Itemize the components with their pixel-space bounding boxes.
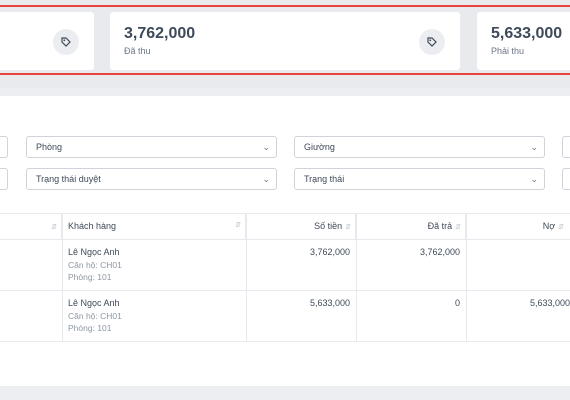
row-divider <box>0 341 570 342</box>
paid-header-label: Đã trả <box>427 221 453 231</box>
chevron-down-icon: ⌄ <box>262 142 270 152</box>
column-divider <box>356 213 357 342</box>
debt-header-label: Nợ <box>542 221 556 231</box>
status-filter-label: Trạng thái <box>304 174 345 184</box>
stat-card-receivable: 5,633,000 Phải thu <box>477 12 570 70</box>
room-text: Phòng: 101 <box>68 323 112 333</box>
column-header-first[interactable]: ⇵ <box>0 213 62 239</box>
filter-select-left-2[interactable] <box>0 168 8 190</box>
paid-value: 3,762,000 <box>419 247 460 257</box>
invoice-table: ⇵ Khách hàng ⇵ Số tiền ⇵ Đã trả ⇵ Nợ ⇵ Lê N… <box>0 213 570 342</box>
receivable-total-value: 5,633,000 <box>491 25 563 42</box>
chevron-down-icon: ⌄ <box>262 174 270 184</box>
chevron-down-icon: ⌄ <box>530 142 538 152</box>
amount-value: 5,633,000 <box>309 298 350 308</box>
bed-filter[interactable]: Giường ⌄ <box>294 136 545 158</box>
stat-card <box>0 12 94 70</box>
column-header-amount[interactable]: Số tiền ⇵ <box>246 213 356 239</box>
table-border <box>0 213 570 214</box>
column-divider <box>246 213 247 342</box>
bed-filter-label: Giường <box>304 142 335 152</box>
column-divider <box>62 213 63 342</box>
room-filter-label: Phòng <box>36 142 63 152</box>
approval-status-filter[interactable]: Trạng thái duyệt ⌄ <box>26 168 277 190</box>
column-header-paid[interactable]: Đã trả ⇵ <box>356 213 466 239</box>
filter-select-right-2[interactable] <box>562 168 570 190</box>
amount-value: 3,762,000 <box>309 247 350 257</box>
sort-icon: ⇵ <box>51 224 57 231</box>
customer-header-label: Khách hàng <box>68 221 117 231</box>
status-filter[interactable]: Trạng thái ⌄ <box>294 168 545 190</box>
sort-icon: ⇵ <box>345 224 351 231</box>
apartment-text: Căn hộ: CH01 <box>68 311 122 321</box>
paid-value: 0 <box>454 298 460 308</box>
receivable-total-label: Phải thu <box>491 46 525 56</box>
list-panel: ⌄ Phòng ⌄ Giường ⌄ Trạng thái duyệt ⌄ Tr… <box>0 96 570 386</box>
tag-icon[interactable] <box>419 29 445 55</box>
paid-total-value: 3,762,000 <box>124 25 196 42</box>
stat-card-paid: 3,762,000 Đã thu <box>110 12 460 70</box>
chevron-down-icon: ⌄ <box>530 174 538 184</box>
apartment-text: Căn hộ: CH01 <box>68 260 122 270</box>
column-header-customer[interactable]: Khách hàng ⇵ <box>62 213 246 239</box>
amount-header-label: Số tiền <box>314 221 343 231</box>
sort-icon: ⇵ <box>235 222 241 229</box>
customer-name: Lê Ngọc Anh <box>68 298 120 308</box>
debt-value: 5,633,000 <box>529 298 570 308</box>
row-divider <box>0 290 570 291</box>
chevron-down-icon: ⌄ <box>0 137 1 157</box>
filter-select-left-1[interactable]: ⌄ <box>0 136 8 158</box>
column-divider <box>466 213 467 342</box>
debt-value: 0 <box>466 247 570 257</box>
header-divider <box>0 239 570 240</box>
filter-select-right-1[interactable] <box>562 136 570 158</box>
room-filter[interactable]: Phòng ⌄ <box>26 136 277 158</box>
paid-total-label: Đã thu <box>124 46 151 56</box>
sort-icon: ⇵ <box>558 224 564 231</box>
customer-name: Lê Ngọc Anh <box>68 247 120 257</box>
tag-icon[interactable] <box>53 29 79 55</box>
room-text: Phòng: 101 <box>68 272 112 282</box>
sort-icon: ⇵ <box>455 224 461 231</box>
column-header-debt[interactable]: Nợ ⇵ <box>466 213 570 239</box>
approval-status-label: Trạng thái duyệt <box>36 174 101 184</box>
